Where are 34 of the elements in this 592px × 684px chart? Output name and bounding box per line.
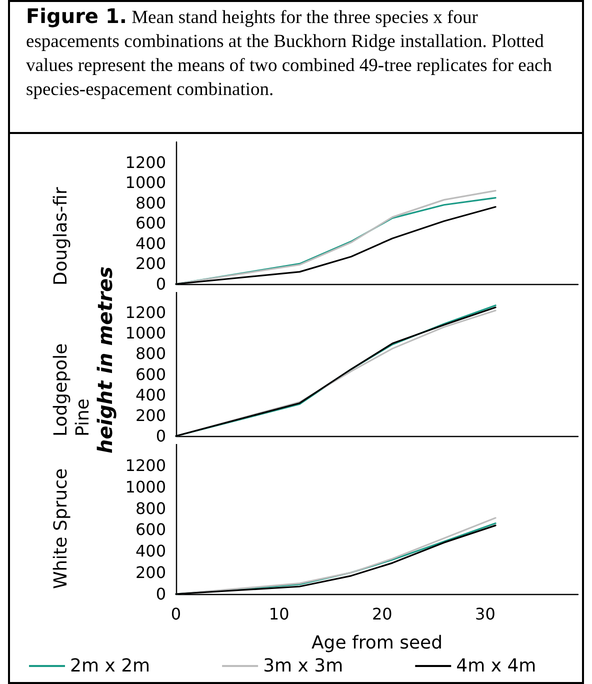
x-axis-title: Age from seed [311, 632, 443, 654]
legend-label: 4m x 4m [456, 656, 536, 676]
x-tick-label: 0 [170, 604, 182, 624]
y-tick-label: 1200 [125, 303, 166, 322]
y-tick-label: 600 [135, 214, 166, 233]
y-tick-label: 1000 [125, 173, 166, 192]
y-tick-label: 0 [156, 584, 166, 604]
y-tick-label: 400 [135, 234, 166, 253]
y-tick-label: 400 [135, 542, 166, 561]
legend-label: 2m x 2m [70, 656, 150, 676]
x-tick-label: 10 [268, 604, 290, 624]
y-tick-label: 600 [135, 364, 166, 384]
y-tick-label: 1200 [125, 456, 166, 475]
legend-label: 3m x 3m [263, 656, 344, 676]
y-tick-label: 800 [135, 498, 166, 518]
y-tick-label: 400 [135, 385, 166, 404]
x-tick-label: 20 [372, 604, 392, 624]
y-tick-label: 600 [135, 520, 166, 540]
y-tick-label: 200 [135, 563, 166, 582]
y-axis-title: height in metres [93, 265, 117, 456]
caption: Figure 1. Mean stand heights for the three species x four espacements combinations at the Buckhorn Ridge installation. Plotted values represent the means of two combined 49-tree replicates for each species-espacement combination. [26, 4, 552, 100]
text: White Spruce [50, 468, 72, 589]
y-tick-label: 1200 [125, 152, 166, 172]
y-tick-label: 1000 [125, 477, 166, 496]
text: Douglas-fir [50, 186, 72, 286]
y-tick-label: 800 [135, 193, 166, 212]
y-tick-label: 200 [135, 254, 166, 274]
text: Lodgepole Pine [50, 338, 94, 436]
x-tick-label: 30 [475, 604, 496, 624]
y-tick-label: 200 [135, 406, 166, 425]
y-tick-label: 0 [156, 274, 166, 294]
y-tick-label: 0 [156, 426, 166, 446]
y-tick-label: 1000 [125, 324, 166, 343]
y-tick-label: 800 [135, 344, 166, 364]
